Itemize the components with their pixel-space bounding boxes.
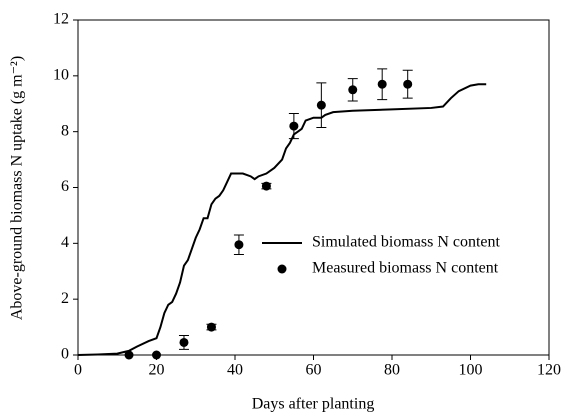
- legend-label: Measured biomass N content: [312, 260, 499, 277]
- x-tick-label: 100: [459, 362, 483, 379]
- y-axis-label: Above-ground biomass N uptake (g m⁻²): [9, 56, 26, 320]
- x-tick-label: 80: [384, 362, 400, 379]
- y-tick-label: 4: [61, 234, 69, 251]
- legend-marker: [277, 264, 287, 274]
- y-tick-label: 2: [61, 290, 69, 307]
- measured-point: [179, 337, 189, 347]
- x-axis-label: Days after planting: [252, 396, 375, 413]
- measured-point: [316, 100, 326, 110]
- measured-point: [234, 240, 244, 250]
- y-tick-label: 0: [61, 346, 69, 363]
- measured-point: [403, 79, 413, 89]
- y-tick-label: 6: [61, 178, 69, 195]
- x-tick-label: 20: [149, 362, 165, 379]
- x-tick-label: 40: [227, 362, 243, 379]
- measured-point: [348, 85, 358, 95]
- measured-point: [261, 181, 271, 191]
- y-tick-label: 12: [53, 11, 69, 28]
- simulated-line: [77, 83, 487, 356]
- x-tick-label: 60: [306, 362, 322, 379]
- x-tick-label: 0: [74, 362, 82, 379]
- measured-point: [289, 121, 299, 131]
- measured-point: [206, 322, 216, 332]
- measured-point: [377, 79, 387, 89]
- measured-point: [152, 350, 161, 360]
- legend-label: Simulated biomass N content: [312, 234, 501, 251]
- y-tick-label: 10: [53, 67, 69, 84]
- x-tick-label: 120: [537, 362, 561, 379]
- plot-frame: [77, 19, 550, 356]
- measured-point: [124, 350, 134, 360]
- y-tick-label: 8: [61, 122, 69, 139]
